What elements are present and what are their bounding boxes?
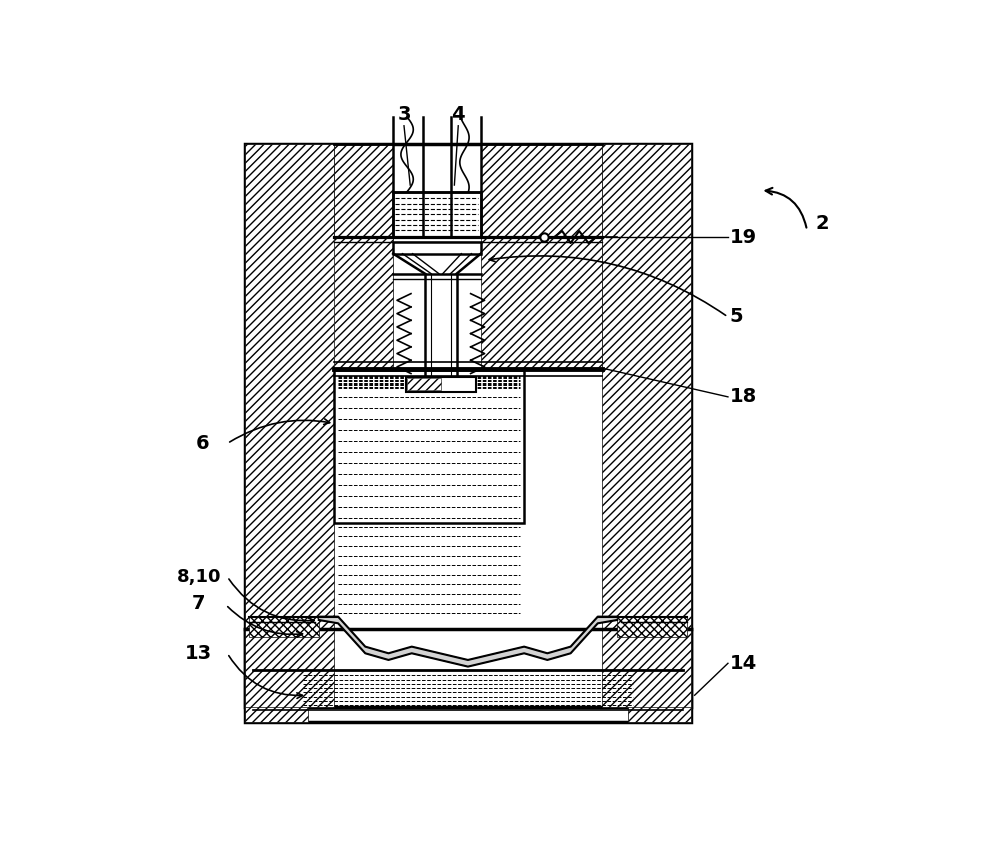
Bar xyxy=(334,144,393,237)
FancyArrowPatch shape xyxy=(229,656,302,698)
Text: 6: 6 xyxy=(196,434,209,453)
Bar xyxy=(245,629,691,722)
Bar xyxy=(334,237,393,370)
Text: 2: 2 xyxy=(816,215,829,234)
Bar xyxy=(334,370,524,523)
Bar xyxy=(617,617,687,637)
Text: 18: 18 xyxy=(730,388,757,407)
Text: 8,10: 8,10 xyxy=(176,567,221,586)
Bar xyxy=(393,242,481,253)
Text: 19: 19 xyxy=(730,227,757,247)
Text: 13: 13 xyxy=(185,644,212,663)
FancyArrowPatch shape xyxy=(230,419,330,442)
Bar xyxy=(334,237,602,370)
Bar xyxy=(406,377,476,392)
Bar xyxy=(249,617,319,637)
Bar xyxy=(407,378,441,390)
Bar xyxy=(602,144,691,707)
Text: 5: 5 xyxy=(730,307,743,326)
FancyArrowPatch shape xyxy=(489,256,726,316)
Text: 3: 3 xyxy=(397,105,411,124)
Text: 4: 4 xyxy=(451,105,465,124)
Bar xyxy=(245,144,334,707)
Bar xyxy=(393,192,481,237)
FancyArrowPatch shape xyxy=(766,188,806,227)
Bar xyxy=(245,670,308,722)
Bar xyxy=(245,144,691,707)
Bar xyxy=(481,237,602,370)
FancyArrowPatch shape xyxy=(228,606,303,638)
FancyArrowPatch shape xyxy=(229,579,314,624)
Text: 7: 7 xyxy=(192,594,205,612)
Bar xyxy=(628,670,691,722)
Bar xyxy=(481,144,602,237)
Polygon shape xyxy=(319,617,617,667)
Text: 14: 14 xyxy=(730,654,757,673)
